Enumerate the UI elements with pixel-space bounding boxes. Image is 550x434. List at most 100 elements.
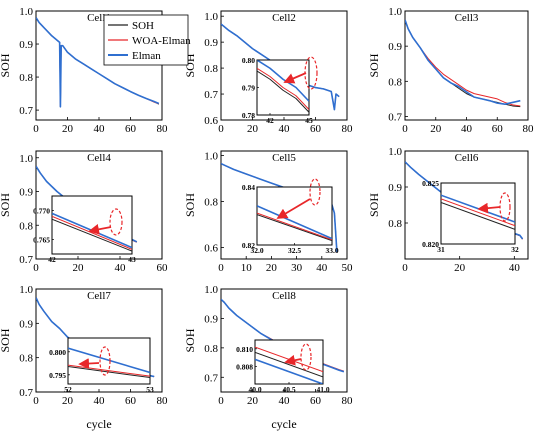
y-tick-label: 0.8 <box>388 76 402 88</box>
x-tick-label: 20 <box>73 262 85 274</box>
y-tick-label: 0.6 <box>204 243 218 255</box>
x-tick-label: 80 <box>342 123 354 135</box>
zoom-arrow <box>477 202 501 214</box>
y-axis-label: SOH <box>367 53 381 77</box>
panel-title: Cell3 <box>455 12 479 24</box>
x-axis-label: cycle <box>86 417 111 431</box>
y-tick-label: 1.0 <box>204 11 218 23</box>
y-axis-label: SOH <box>0 193 12 217</box>
inset-x-tick-label: 42 <box>266 116 274 125</box>
panel-cell8: 0 20 40 60 80 0.7 0.8 0.9 1.0 SOH Cell8 40.0 40.5 41.… <box>183 284 353 431</box>
inset-x-tick-label: 40.0 <box>248 385 261 394</box>
panel-cell7: 0 20 40 60 80 0.7 0.8 0.9 1.0 SOH Cell7 52 53 0.795 0.… <box>0 284 168 431</box>
inset-x-tick-label: 32.0 <box>250 246 263 255</box>
inset-line-soh <box>441 202 515 230</box>
y-tick-label: 1.0 <box>19 153 33 165</box>
x-tick-label: 40 <box>461 123 473 135</box>
inset-y-tick-label: 0.810 <box>236 345 253 354</box>
plot-frame <box>35 150 163 260</box>
inset-x-tick-label: 31 <box>437 245 445 254</box>
inset-frame <box>440 182 516 245</box>
panel-title: Cell4 <box>87 152 111 164</box>
x-tick-label: 40 <box>279 123 291 135</box>
main-line-elman <box>405 19 521 105</box>
y-tick-label: 0.7 <box>204 372 218 384</box>
x-tick-label: 60 <box>125 123 137 135</box>
inset-line-soh <box>257 214 332 242</box>
plot-frame <box>220 150 348 260</box>
y-tick-label: 1.0 <box>19 284 33 296</box>
y-tick-label: 1.0 <box>204 284 218 296</box>
zoom-arrow <box>88 224 112 235</box>
x-tick-label: 50 <box>342 262 354 274</box>
x-tick-label: 40 <box>115 262 127 274</box>
y-tick-label: 0.9 <box>204 37 218 49</box>
inset-y-tick-label: 0.765 <box>33 236 50 245</box>
inset-line-elman <box>257 60 309 102</box>
inset-x-tick-label: 41.0 <box>316 385 329 394</box>
zoom-arrow <box>276 198 311 219</box>
y-tick-label: 0.7 <box>19 387 33 399</box>
y-axis-label: SOH <box>0 53 12 77</box>
inset-zoom: 31 32 0.820 0.825 <box>422 179 519 254</box>
x-tick-label: 20 <box>454 262 466 274</box>
main-line-elman <box>36 17 160 108</box>
x-tick-label: 60 <box>157 262 169 274</box>
x-tick-label: 30 <box>291 262 303 274</box>
inset-x-tick-label: 32 <box>511 245 519 254</box>
x-tick-label: 0 <box>218 395 224 407</box>
panel-title: Cell6 <box>455 152 479 164</box>
legend-label: WOA-Elman <box>132 35 191 47</box>
panel-title: Cell2 <box>272 12 296 24</box>
panel-cell6: 0 20 40 0.8 0.9 1.0 SOH Cell6 31 32 0.820 0.825 <box>367 146 529 274</box>
y-tick-label: 0.8 <box>19 353 33 365</box>
x-tick-label: 20 <box>247 395 259 407</box>
zoom-arrow <box>284 354 302 366</box>
x-tick-label: 40 <box>94 395 106 407</box>
y-tick-label: 1.0 <box>388 6 402 18</box>
inset-y-tick-label: 0.795 <box>49 371 66 380</box>
inset-y-tick-label: 0.825 <box>422 179 439 188</box>
y-axis-label: SOH <box>367 193 381 217</box>
y-tick-label: 0.8 <box>204 63 218 75</box>
x-tick-label: 80 <box>523 123 535 135</box>
x-tick-label: 60 <box>125 395 137 407</box>
inset-x-tick-label: 33.0 <box>325 246 338 255</box>
panel-cell4: 0 20 40 60 0.7 0.8 0.9 1.0 SOH Cell4 42 43 0.765 0.77… <box>0 150 169 274</box>
inset-line-soh <box>52 218 132 252</box>
panel-cell3: 0 20 40 60 80 0.7 0.8 0.9 1.0 SOH Cell3 <box>367 6 534 135</box>
y-tick-label: 0.6 <box>204 115 218 127</box>
inset-frame <box>51 195 133 255</box>
y-tick-label: 0.8 <box>204 197 218 209</box>
x-tick-label: 80 <box>157 123 169 135</box>
x-tick-label: 0 <box>402 123 408 135</box>
zoom-region-ellipse <box>309 178 321 206</box>
x-tick-label: 40 <box>279 395 291 407</box>
inset-x-tick-label: 53 <box>146 385 154 394</box>
x-tick-label: 0 <box>33 395 39 407</box>
zoom-arrow <box>283 72 307 84</box>
x-tick-label: 40 <box>316 262 328 274</box>
panel-title: Cell8 <box>272 290 296 302</box>
x-tick-label: 20 <box>62 123 74 135</box>
inset-zoom: 52 53 0.795 0.800 <box>49 337 154 394</box>
x-tick-label: 10 <box>241 262 253 274</box>
inset-y-tick-label: 0.78 <box>242 111 255 120</box>
inset-zoom: 42 43 0.765 0.770 <box>33 195 136 264</box>
y-tick-label: 0.9 <box>19 187 33 199</box>
legend: SOH WOA-Elman Elman <box>103 14 191 66</box>
y-tick-label: 0.8 <box>388 218 402 230</box>
y-tick-label: 0.8 <box>204 343 218 355</box>
y-axis-label: SOH <box>183 328 197 352</box>
y-tick-label: 1.0 <box>388 146 402 158</box>
inset-zoom: 32.0 32.5 33.0 0.82 0.84 <box>242 183 339 255</box>
x-tick-label: 0 <box>218 262 224 274</box>
inset-y-tick-label: 0.800 <box>49 348 66 357</box>
x-tick-label: 0 <box>218 123 224 135</box>
inset-y-tick-label: 0.84 <box>242 183 255 192</box>
x-tick-label: 20 <box>430 123 442 135</box>
x-tick-label: 20 <box>62 395 74 407</box>
panel-cell5: 0 10 20 30 40 50 0.6 0.8 1.0 SOH Cell5 32.0 32.5 33.0… <box>183 150 354 274</box>
legend-label: Elman <box>132 50 161 62</box>
